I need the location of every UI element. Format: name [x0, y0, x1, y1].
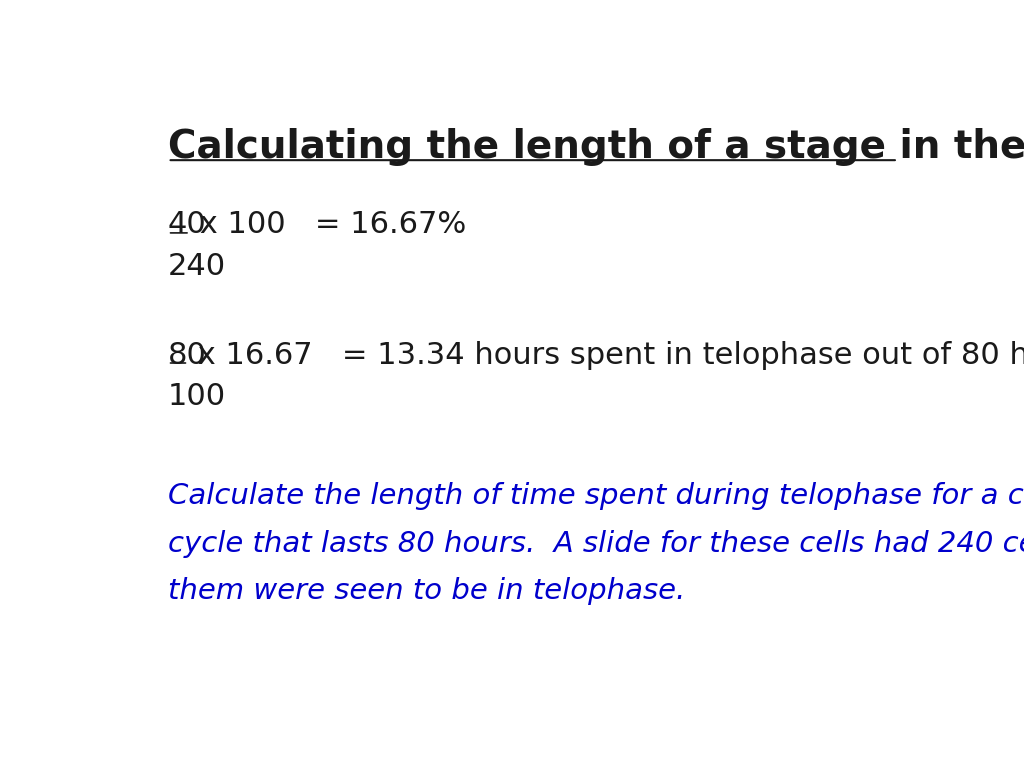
Text: cycle that lasts 80 hours.  A slide for these cells had 240 cells and 40 of: cycle that lasts 80 hours. A slide for t…: [168, 530, 1024, 558]
Text: Calculate the length of time spent during telophase for a cell with a: Calculate the length of time spent durin…: [168, 482, 1024, 511]
Text: x 100   = 16.67%: x 100 = 16.67%: [189, 210, 466, 240]
Text: 80: 80: [168, 340, 207, 369]
Text: 100: 100: [168, 382, 226, 411]
Text: x 16.67   = 13.34 hours spent in telophase out of 80 hours: x 16.67 = 13.34 hours spent in telophase…: [188, 340, 1024, 369]
Text: Calculating the length of a stage in the cell cycle: Calculating the length of a stage in the…: [168, 127, 1024, 166]
Text: 40: 40: [168, 210, 207, 240]
Text: them were seen to be in telophase.: them were seen to be in telophase.: [168, 577, 685, 605]
Text: 240: 240: [168, 252, 226, 281]
